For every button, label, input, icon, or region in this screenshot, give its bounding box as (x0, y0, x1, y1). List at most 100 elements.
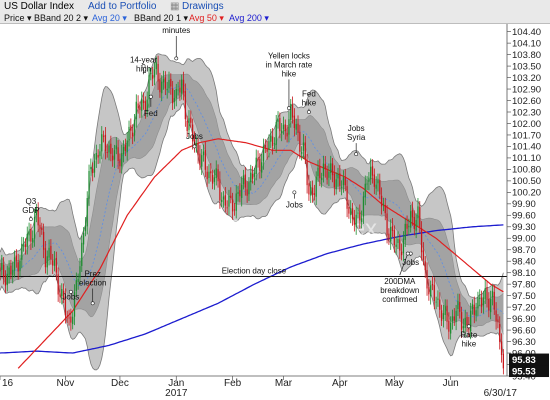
candle-body (144, 101, 147, 111)
candle (146, 91, 148, 117)
candle (99, 143, 101, 164)
candle (46, 250, 48, 275)
legend-item[interactable]: Price ▾ (4, 13, 32, 23)
candle (308, 174, 310, 201)
candle-body (68, 317, 70, 319)
candle (117, 140, 119, 170)
candle (279, 112, 281, 139)
annotation-text: Syria (347, 133, 366, 142)
annotation-text: breakdown (380, 286, 419, 295)
candle (333, 165, 336, 196)
price-label-text: 95.83 (512, 355, 536, 366)
price-label-text: 95.53 (512, 366, 536, 377)
candle-body (326, 170, 328, 180)
y-tick-label: 99.60 (512, 211, 536, 222)
candle (370, 158, 372, 185)
candle-body (86, 198, 88, 227)
candle-body (233, 209, 236, 211)
candle (366, 176, 368, 191)
candle (231, 192, 234, 220)
candle (211, 169, 214, 190)
candle-body (261, 162, 263, 173)
candle-body (42, 231, 45, 250)
annotation-marker (405, 251, 410, 256)
candle (446, 299, 448, 330)
candle (288, 111, 290, 143)
candle-body (195, 142, 197, 146)
candle (250, 164, 252, 191)
candle-body (110, 143, 112, 154)
legend-item[interactable]: Avg 20 ▾ (92, 13, 127, 23)
add-to-portfolio-link[interactable]: Add to Portfolio (88, 1, 157, 12)
candle (453, 308, 455, 326)
annotation-text: confirmed (382, 295, 417, 304)
candle (335, 172, 337, 195)
candle (12, 261, 14, 284)
candle (55, 251, 57, 281)
y-tick-label: 101.70 (512, 130, 541, 141)
candle (17, 253, 19, 280)
annotation-text: 200DMA (384, 277, 416, 286)
drawings-link[interactable]: Drawings (182, 1, 224, 12)
candle-body (310, 187, 312, 196)
y-tick-label: 97.20 (512, 302, 536, 313)
candle-body (482, 297, 485, 306)
candle-body (226, 207, 228, 209)
candle-body (82, 232, 85, 245)
legend-item[interactable]: BBand 20 1 ▾ (134, 13, 189, 23)
y-tick-label: 102.90 (512, 84, 541, 95)
candle-body (402, 238, 405, 254)
candle-body (241, 184, 243, 199)
candle-body (101, 134, 103, 152)
candle (13, 250, 16, 278)
candle-body (199, 153, 201, 166)
candle-body (364, 183, 366, 198)
annotation-text: minutes (162, 26, 190, 35)
candle-body (417, 206, 419, 219)
legend-item[interactable]: BBand 20 2 ▾ (34, 13, 89, 23)
price-label: 95.53 (509, 365, 549, 377)
candle (397, 231, 399, 250)
legend-item[interactable]: Avg 50 ▾ (189, 13, 224, 23)
candle (141, 91, 143, 118)
candle-body (77, 278, 79, 283)
candle (33, 208, 36, 247)
candle-body (12, 269, 14, 276)
candle-body (142, 100, 145, 103)
candle-body (288, 119, 290, 135)
candle-body (444, 306, 446, 315)
candle (419, 201, 421, 234)
candle-body (152, 75, 154, 79)
y-tick-label: 103.50 (512, 61, 541, 72)
candle-body (61, 288, 63, 297)
candle (148, 67, 150, 108)
candle (331, 157, 334, 183)
candle-body (166, 88, 168, 91)
candle (157, 55, 159, 90)
candle (291, 96, 294, 124)
y-tick-label: 100.20 (512, 188, 541, 199)
candle (19, 254, 21, 277)
candle-body (92, 168, 94, 174)
candle (179, 79, 181, 101)
candle (219, 171, 221, 209)
candle-body (30, 228, 32, 242)
legend-item[interactable]: Avg 200 ▾ (229, 13, 269, 23)
candle-body (406, 223, 408, 229)
candle (273, 137, 276, 150)
annotation-marker (28, 217, 33, 222)
candle-body (306, 160, 308, 186)
candle (490, 290, 492, 320)
candle (48, 239, 50, 266)
candle-body (57, 274, 59, 295)
candle-body (348, 206, 350, 214)
candle-body (460, 312, 463, 330)
candle-body (422, 250, 425, 260)
candle-body (17, 262, 19, 272)
candle (93, 153, 96, 178)
candle-body (115, 145, 117, 150)
drawings-icon[interactable]: ▦ (170, 1, 180, 12)
